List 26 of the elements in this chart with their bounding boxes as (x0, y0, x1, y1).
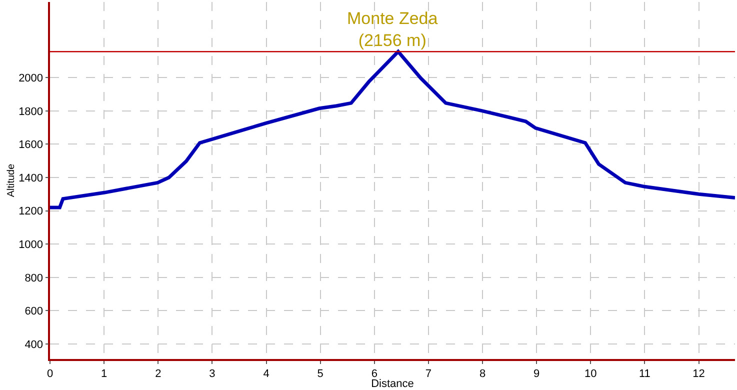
x-tick-label: 4 (263, 368, 270, 380)
x-tick-label: 11 (639, 368, 650, 380)
ref-line-label: Monte Zeda (2156 m) (347, 9, 438, 50)
x-axis-title: Distance (371, 378, 414, 390)
y-tick-label: 600 (24, 306, 44, 318)
x-tick-label: 12 (692, 368, 705, 380)
x-tick-label: 10 (584, 368, 597, 380)
y-tick-label: 1800 (18, 106, 44, 118)
y-tick-label: 1400 (18, 172, 44, 184)
x-tick-label: 2 (155, 368, 162, 380)
y-axis-title: Altitude (6, 163, 18, 198)
x-tick-label: 5 (317, 368, 324, 380)
y-tick-label: 1200 (18, 206, 44, 218)
line-series (50, 50, 735, 210)
x-tick-label: 9 (534, 368, 540, 380)
x-tick-label: 7 (425, 368, 432, 380)
x-tick-label: 6 (371, 368, 378, 380)
x-tick-label: 3 (209, 368, 216, 380)
y-tick-label: 2000 (18, 72, 44, 84)
y-tick-label: 1600 (18, 139, 44, 152)
x-tick-label: 1 (100, 368, 108, 380)
y-tick-label: 800 (24, 272, 44, 284)
y-tick-label: 400 (24, 338, 44, 351)
y-tick-label: 1000 (18, 238, 44, 251)
x-tick-label: 0 (46, 368, 54, 380)
x-tick-label: 8 (479, 368, 486, 380)
